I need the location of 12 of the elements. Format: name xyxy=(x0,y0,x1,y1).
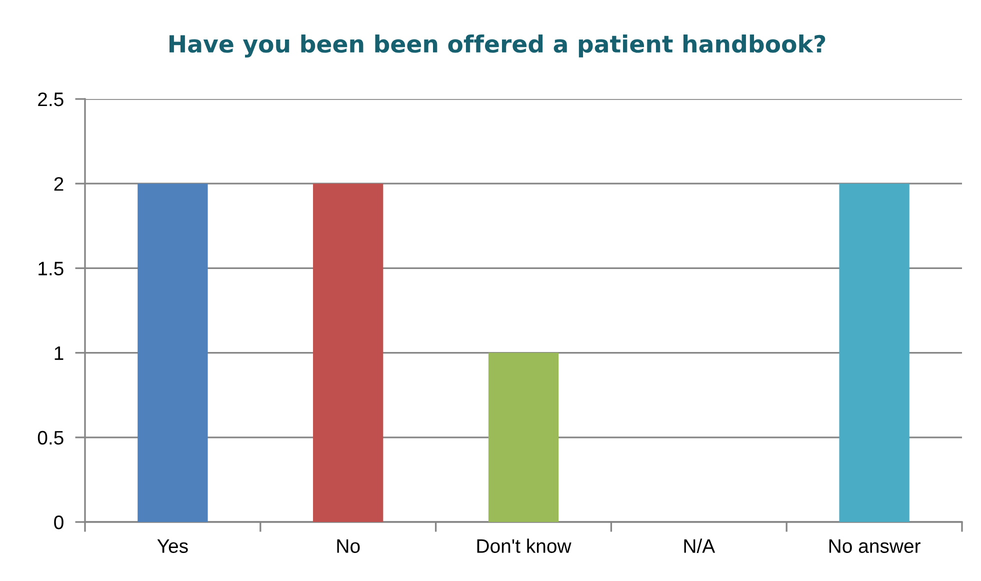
x-tick-label: No answer xyxy=(829,539,920,553)
y-tick-label: 1 xyxy=(54,346,64,360)
x-tick-label: N/A xyxy=(684,538,716,553)
chart-title: Have you been been offered a patient handbook? xyxy=(170,34,826,58)
x-tick-label: Don't know xyxy=(477,538,572,553)
y-tick-label: 2.5 xyxy=(38,92,64,106)
x-tick-label: Yes xyxy=(157,539,188,553)
x-tick-label: No xyxy=(337,539,360,553)
y-tick-label: 2 xyxy=(54,177,64,191)
y-tick-label: 0.5 xyxy=(38,430,64,445)
y-tick-label: 1.5 xyxy=(38,262,64,276)
y-tick-label: 0 xyxy=(54,515,64,530)
